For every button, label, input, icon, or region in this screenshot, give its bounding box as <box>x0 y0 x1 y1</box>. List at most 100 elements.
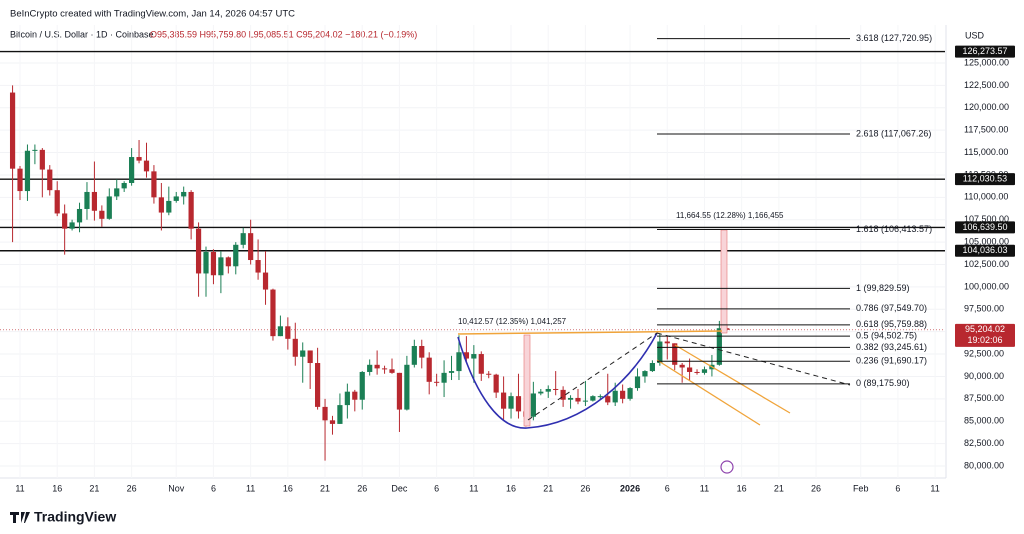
candle-body <box>463 352 469 359</box>
candle-body <box>590 396 596 401</box>
header: BeInCrypto created with TradingView.com,… <box>10 9 295 20</box>
candle-body <box>575 397 581 402</box>
candle-body <box>62 213 68 229</box>
candle-body <box>54 190 60 214</box>
x-tick-label: 11 <box>469 483 478 493</box>
fib-label: 1.618 (106,413.57) <box>856 224 932 234</box>
x-tick-label: 11 <box>246 483 255 493</box>
candle-body <box>605 396 611 403</box>
axis: 80,000.00 82,500.00 85,000.00 87,500.00 90,0… <box>15 45 1015 493</box>
x-tick-label: Nov <box>168 483 185 493</box>
candle-body <box>404 364 410 410</box>
brand: TradingView <box>34 509 116 525</box>
y-tick-label: 97,500.00 <box>964 304 1004 314</box>
candle-body <box>218 257 224 276</box>
candle-body <box>694 371 700 373</box>
candle-body <box>173 196 179 201</box>
x-tick-label: 16 <box>52 483 62 493</box>
level-badge <box>955 173 1015 186</box>
fib-label: 0.236 (91,690.17) <box>856 356 927 366</box>
candle-body <box>441 372 447 383</box>
measure-label: 11,664.55 (12.28%) 1,166,455 <box>676 211 784 220</box>
level-label: 104,036.03 <box>962 245 1007 255</box>
x-tick-label: 26 <box>580 483 590 493</box>
candle-body <box>24 150 31 192</box>
y-tick-label: 80,000.00 <box>964 460 1004 470</box>
x-tick-label: 26 <box>127 483 137 493</box>
x-tick-label: 21 <box>774 483 784 493</box>
candle-body <box>69 222 75 229</box>
candle-body <box>367 364 373 372</box>
candle-body <box>642 371 648 377</box>
level-label: 106,639.50 <box>962 222 1007 232</box>
candle-body <box>612 390 618 403</box>
x-tick-label: 11 <box>700 483 709 493</box>
y-tick-label: 85,000.00 <box>964 416 1004 426</box>
candle-body <box>315 363 321 407</box>
logo-icon <box>10 512 30 523</box>
candle-body <box>515 396 522 412</box>
candle-body <box>76 208 83 223</box>
candles <box>9 85 730 461</box>
candle-body <box>233 244 239 267</box>
x-tick-label: 26 <box>357 483 367 493</box>
event-icon <box>720 460 734 474</box>
candle-body <box>434 381 440 383</box>
candle-body <box>649 363 655 372</box>
fib-label: 0.786 (97,549.70) <box>856 303 927 313</box>
candle-body <box>567 397 574 400</box>
x-tick-label: 6 <box>665 483 670 493</box>
candle-body <box>337 405 343 424</box>
x-tick-label: Dec <box>391 483 408 493</box>
x-tick-label: 21 <box>320 483 330 493</box>
symbol: Bitcoin / U.S. Dollar · 1D · Coinbase <box>10 29 154 39</box>
candle-body <box>679 364 685 368</box>
candle-body <box>322 406 328 421</box>
trend-dash <box>656 332 851 386</box>
fib-label: 0.382 (93,245.61) <box>856 342 927 352</box>
candle-body <box>166 200 172 213</box>
candle-body <box>17 168 23 192</box>
candle-body <box>285 326 291 339</box>
candle-body <box>210 251 217 276</box>
candle-body <box>255 260 261 273</box>
fib-label: 0 (89,175.90) <box>856 378 910 388</box>
cup-curve <box>457 332 658 429</box>
candle-body <box>143 160 150 172</box>
candle-body <box>538 391 544 394</box>
y-tick-label: 110,000.00 <box>964 192 1008 202</box>
x-tick-label: 11 <box>930 483 939 493</box>
candle-body <box>657 341 663 364</box>
candle-body <box>396 372 403 410</box>
price-label: 95,204.02 <box>965 324 1005 334</box>
y-tick-label: 90,000.00 <box>964 371 1004 381</box>
candle-body <box>225 257 231 267</box>
measure-box <box>720 229 728 334</box>
y-tick-label: 105,000.00 <box>964 236 1009 246</box>
candle-body <box>300 350 306 357</box>
candle-body <box>664 341 670 344</box>
ohlc: O95,385.59 H95,759.80 L95,085.51 C95,204… <box>150 29 417 39</box>
y-tick-label: 102,500.00 <box>964 259 1009 269</box>
currency: USD <box>965 30 985 40</box>
x-tick-label: 6 <box>434 483 439 493</box>
candle-body <box>597 396 603 398</box>
y-tick-label: 107,500.00 <box>964 214 1009 224</box>
candle-body <box>478 354 484 374</box>
levels <box>0 50 945 331</box>
y-tick-label: 82,500.00 <box>964 438 1004 448</box>
candle-body <box>262 272 269 290</box>
level-label: 126,273.57 <box>962 46 1007 56</box>
candle-body <box>270 289 276 337</box>
fib-label: 0.618 (95,759.88) <box>856 319 927 329</box>
x-tick-label: 2026 <box>620 483 640 493</box>
x-tick-label: 16 <box>506 483 516 493</box>
x-tick-label: 21 <box>89 483 99 493</box>
candle-body <box>91 191 98 211</box>
level-badge <box>955 45 1015 58</box>
trend-dash <box>527 332 658 421</box>
x-tick-label: 6 <box>211 483 216 493</box>
candle-body <box>307 350 313 364</box>
logo: TradingView <box>10 509 116 525</box>
